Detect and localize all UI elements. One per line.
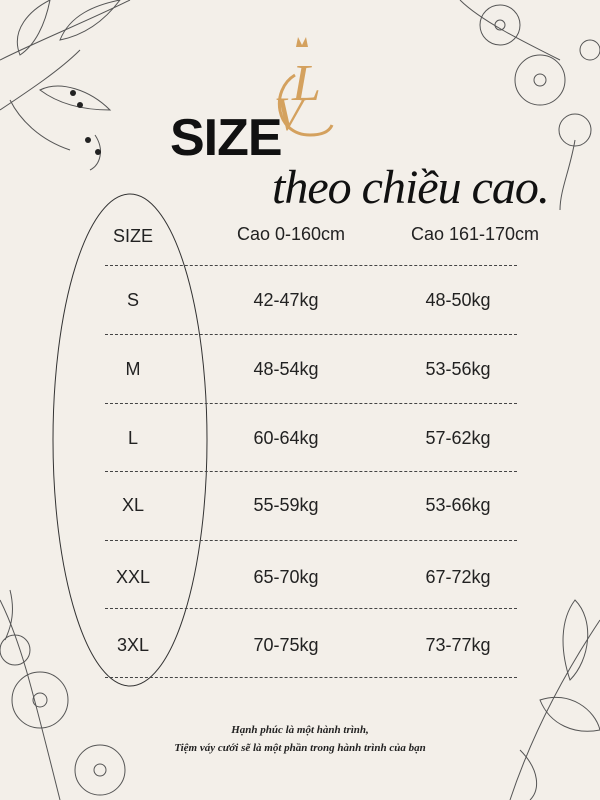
size-label: L <box>127 428 139 448</box>
weight-range: 60-64kg <box>253 428 319 448</box>
weight-range: 67-72kg <box>425 567 491 587</box>
page-subtitle: theo chiều cao. <box>272 161 550 214</box>
brand-logo: L V <box>274 37 334 141</box>
footer-line-1: Hạnh phúc là một hành trình, <box>231 724 369 736</box>
weight-range: 70-75kg <box>253 635 319 655</box>
row-divider <box>105 334 517 335</box>
weight-range: 57-62kg <box>425 428 491 448</box>
row-divider <box>105 265 517 266</box>
header-height-2: Cao 161-170cm <box>410 224 540 244</box>
weight-range: 42-47kg <box>253 290 319 310</box>
size-label: M <box>125 359 141 379</box>
row-divider <box>105 677 517 678</box>
page-title: SIZE <box>170 109 283 167</box>
weight-range: 48-50kg <box>425 290 491 310</box>
footer-line-2: Tiệm váy cưới sẽ là một phần trong hành … <box>174 742 426 754</box>
row-divider <box>105 540 517 541</box>
weight-range: 53-66kg <box>425 495 491 515</box>
header-height-1: Cao 0-160cm <box>236 224 346 244</box>
weight-range: 48-54kg <box>253 359 319 379</box>
weight-range: 73-77kg <box>425 635 491 655</box>
size-label: S <box>126 290 140 310</box>
size-label: 3XL <box>116 635 150 655</box>
row-divider <box>105 403 517 404</box>
size-label: XL <box>121 495 145 515</box>
row-divider <box>105 608 517 609</box>
weight-range: 53-56kg <box>425 359 491 379</box>
header-size: SIZE <box>112 226 154 246</box>
size-label: XXL <box>115 567 151 587</box>
weight-range: 55-59kg <box>253 495 319 515</box>
row-divider <box>105 471 517 472</box>
svg-text:L: L <box>291 55 321 112</box>
weight-range: 65-70kg <box>253 567 319 587</box>
